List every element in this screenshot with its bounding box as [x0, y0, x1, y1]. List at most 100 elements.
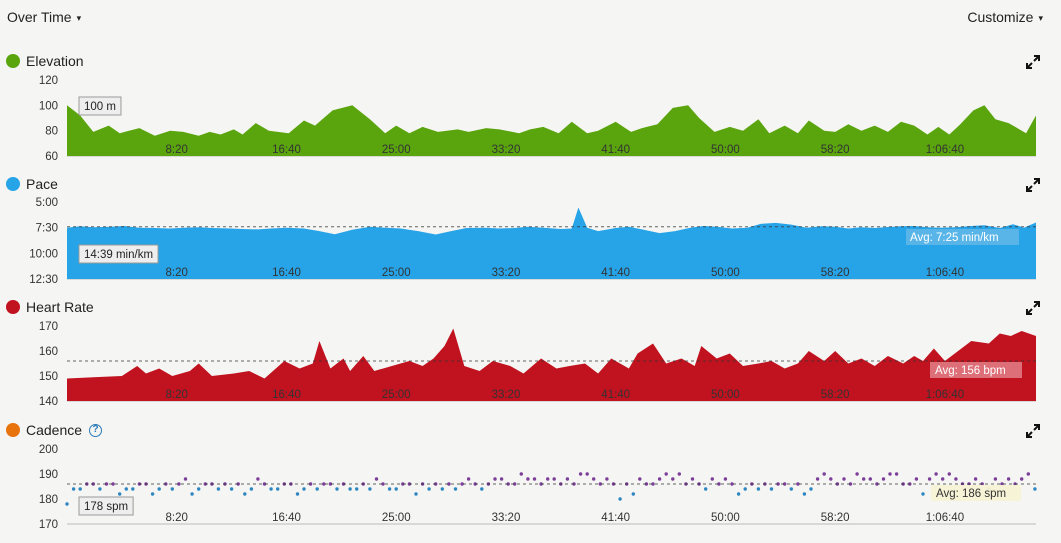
cadence-point [190, 492, 194, 496]
cadence-point [941, 477, 945, 481]
heart_rate-xtick: 1:06:40 [926, 389, 964, 401]
cadence-point [394, 487, 398, 491]
cadence-point [605, 477, 609, 481]
cadence-point [723, 477, 728, 481]
cadence-ytick: 180 [39, 494, 58, 506]
pace-xtick: 41:40 [601, 267, 630, 279]
cadence-point [578, 472, 583, 476]
cadence-point [914, 477, 919, 481]
cadence-point [308, 482, 313, 486]
cadence-point [585, 472, 589, 476]
cadence-point [710, 477, 714, 481]
cadence-point [736, 492, 741, 496]
elevation-xtick: 25:00 [382, 144, 411, 156]
cadence-point [157, 487, 161, 491]
cadence-point [150, 492, 155, 496]
cadence-point [124, 487, 128, 491]
help-icon[interactable]: ? [89, 423, 103, 437]
heart_rate-xtick: 50:00 [711, 389, 740, 401]
cadence-point [796, 482, 800, 486]
pace-panel: Pace 5:00 7:30 10:00 12:30 8:20 16:40 25:00 33:… [0, 175, 1061, 286]
over-time-dropdown[interactable]: Over Time ▾ [7, 9, 81, 25]
cadence-point [243, 492, 247, 496]
heart-rate-header: Heart Rate [6, 298, 94, 316]
cadence-tooltip-text: 178 spm [84, 501, 128, 513]
cadence-point [783, 482, 787, 486]
pace-average-box [906, 229, 1019, 245]
cadence-point [453, 487, 458, 491]
cadence-point [947, 472, 951, 476]
expand-icon[interactable] [1025, 300, 1041, 316]
heart-rate-chart[interactable]: 170 160 150 140 8:20 16:40 25:00 33:20 41:40 50:0… [0, 298, 1061, 408]
elevation-xtick: 33:20 [492, 144, 521, 156]
expand-icon[interactable] [1025, 423, 1041, 439]
elevation-xtick: 41:40 [601, 144, 630, 156]
cadence-point [704, 487, 708, 491]
cadence-title: Cadence [26, 422, 83, 438]
cadence-point [855, 472, 859, 476]
customize-dropdown[interactable]: Customize ▾ [967, 9, 1043, 25]
cadence-point [875, 482, 879, 486]
elevation-xtick: 1:06:40 [926, 144, 964, 156]
heart_rate-xtick: 8:20 [166, 389, 188, 401]
cadence-ytick: 190 [39, 469, 58, 481]
elevation-chart[interactable]: 120 100 80 60 8:20 16:40 25:00 33:20 41:40 50:00 5… [0, 52, 1061, 163]
cadence-point [657, 477, 662, 481]
cadence-point [170, 487, 174, 491]
cadence-point [631, 492, 635, 496]
cadence-point [789, 487, 793, 491]
elevation-xtick: 50:00 [711, 144, 740, 156]
expand-icon[interactable] [1025, 54, 1041, 70]
cadence-point [769, 487, 774, 491]
cadence-point [65, 502, 69, 506]
heart_rate-xtick: 58:20 [821, 389, 850, 401]
elevation-panel: Elevation 120 100 80 60 8:20 16:40 25:00 33:20 4… [0, 52, 1061, 163]
heart-rate-average-box [930, 362, 1022, 378]
cadence-point [499, 477, 504, 481]
cadence-point [842, 477, 846, 481]
cadence-point [546, 477, 550, 481]
cadence-point [513, 482, 517, 486]
cadence-point [335, 487, 339, 491]
cadence-point [118, 492, 122, 496]
over-time-label: Over Time [7, 9, 72, 25]
cadence-point [565, 477, 570, 481]
elevation-ytick: 80 [45, 126, 58, 138]
elevation-tooltip-box [78, 96, 122, 116]
heart-rate-title: Heart Rate [26, 299, 94, 315]
cadence-point [249, 487, 254, 491]
cadence-xtick: 33:20 [492, 512, 521, 524]
pace-xtick: 50:00 [711, 267, 740, 279]
cadence-point [197, 487, 201, 491]
heart_rate-xtick: 33:20 [492, 389, 521, 401]
cadence-point [717, 482, 721, 486]
cadence-xtick: 1:06:40 [926, 512, 964, 524]
cadence-point [506, 482, 510, 486]
cadence-point [315, 487, 319, 491]
heart_rate-xtick: 41:40 [601, 389, 630, 401]
pace-ytick: 12:30 [29, 274, 58, 286]
cadence-chart[interactable]: 200 190 180 170 8:20 16:40 25:00 33:20 41:40 50:0… [0, 421, 1061, 536]
cadence-average-box [931, 485, 1021, 501]
cadence-point [862, 477, 866, 481]
cadence-point [888, 472, 892, 476]
cadence-point [519, 472, 523, 476]
pace-xtick: 16:40 [272, 267, 301, 279]
cadence-point [756, 487, 761, 491]
pace-tooltip-text: 14:39 min/km [84, 249, 153, 261]
elevation-tooltip: 100 m [78, 96, 122, 116]
cadence-header: Cadence ? [6, 421, 103, 439]
pace-header: Pace [6, 175, 58, 193]
cadence-point [493, 477, 497, 481]
heart_rate-ytick: 160 [39, 346, 58, 358]
cadence-point [934, 472, 938, 476]
cadence-point [414, 492, 418, 496]
cadence-point [177, 482, 181, 486]
cadence-point [881, 477, 886, 481]
pace-chart[interactable]: 5:00 7:30 10:00 12:30 8:20 16:40 25:00 33:20 41:… [0, 175, 1061, 286]
cadence-point [276, 487, 280, 491]
expand-icon[interactable] [1025, 177, 1041, 193]
chevron-down-icon: ▾ [76, 13, 82, 23]
cadence-point [894, 472, 899, 476]
cadence-point [322, 482, 326, 486]
